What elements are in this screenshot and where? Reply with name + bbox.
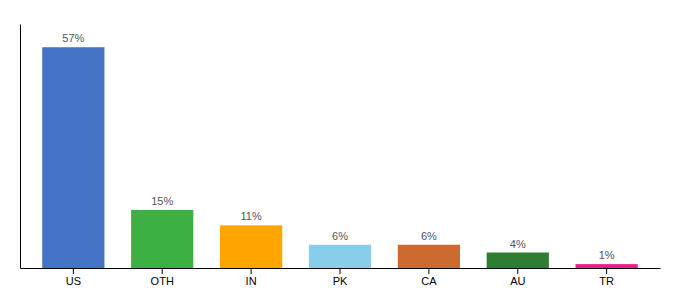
x-tick-label: IN <box>246 275 257 287</box>
data-labels: 57% 15% 11% 6% 6% 4% 1% <box>62 32 615 261</box>
plot: 57% 15% 11% 6% 6% 4% 1% US OTH IN PK CA AU TR <box>21 25 661 287</box>
bars <box>42 47 638 268</box>
x-axis: US OTH IN PK CA AU TR <box>21 268 661 287</box>
chart: 57% 15% 11% 6% 6% 4% 1% US OTH IN PK CA AU TR <box>0 0 680 300</box>
x-tick-label: CA <box>421 275 437 287</box>
data-label: 57% <box>62 32 84 44</box>
data-label: 1% <box>599 249 615 261</box>
data-label: 6% <box>332 230 348 242</box>
x-tick-label: PK <box>333 275 348 287</box>
x-tick-mark <box>251 268 252 274</box>
bar <box>42 47 104 268</box>
y-axis <box>20 25 21 269</box>
bar <box>220 225 282 268</box>
x-tick: US <box>66 268 81 287</box>
x-tick: TR <box>599 268 614 287</box>
x-tick-label: AU <box>510 275 525 287</box>
x-tick: CA <box>421 268 437 287</box>
x-tick-mark <box>517 268 518 274</box>
x-tick-mark <box>428 268 429 274</box>
bar <box>576 264 638 268</box>
x-tick-mark <box>73 268 74 274</box>
x-tick-mark <box>340 268 341 274</box>
data-label: 11% <box>241 210 262 222</box>
bar <box>131 210 193 268</box>
y-axis-line <box>20 25 21 269</box>
x-tick-label: US <box>66 275 81 287</box>
bar <box>398 245 460 268</box>
x-tick: OTH <box>151 268 174 287</box>
x-tick: PK <box>333 268 348 287</box>
data-label: 4% <box>510 238 526 250</box>
x-tick: IN <box>246 268 257 287</box>
bar <box>487 253 549 268</box>
bar <box>309 245 371 268</box>
x-tick: AU <box>510 268 525 287</box>
x-tick-mark <box>162 268 163 274</box>
x-tick-label: TR <box>599 275 614 287</box>
data-label: 6% <box>421 230 437 242</box>
data-label: 15% <box>151 195 173 207</box>
x-tick-label: OTH <box>151 275 174 287</box>
x-tick-mark <box>606 268 607 274</box>
